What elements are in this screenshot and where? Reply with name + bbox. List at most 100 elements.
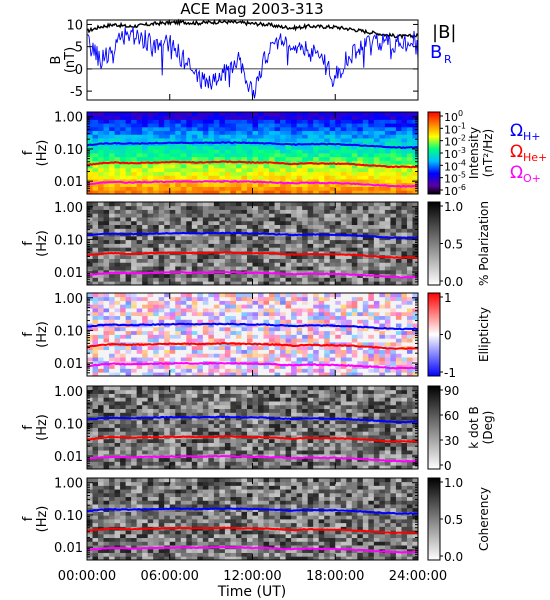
- spectrogram-cell: [147, 112, 154, 117]
- spectrogram-cell: [109, 277, 115, 282]
- spectrogram-cell: [169, 423, 176, 428]
- spectrogram-cell: [109, 224, 115, 229]
- spectrogram-cell: [274, 334, 281, 339]
- spectrogram-cell: [230, 461, 237, 466]
- spectrogram-cell: [175, 338, 182, 343]
- spectrogram-cell: [208, 386, 215, 391]
- spectrogram-cell: [219, 389, 226, 394]
- spectrogram-cell: [109, 138, 115, 143]
- spectrogram-cell: [302, 202, 309, 207]
- spectrogram-cell: [98, 145, 104, 150]
- spectrogram-cell: [285, 364, 292, 369]
- spectrogram-cell: [219, 311, 226, 317]
- spectrogram-cell: [291, 145, 298, 150]
- spectrogram-cell: [252, 277, 259, 282]
- spectrogram-cell: [252, 300, 259, 305]
- spectrogram-cell: [351, 368, 358, 373]
- spectrogram-cell: [92, 213, 99, 218]
- spectrogram-cell: [191, 190, 198, 195]
- spectrogram-cell: [131, 273, 138, 278]
- spectrogram-cell: [125, 164, 132, 169]
- spectrogram-cell: [246, 258, 253, 263]
- spectrogram-cell: [153, 277, 160, 282]
- spectrogram-cell: [224, 134, 231, 139]
- spectrogram-cell: [258, 258, 264, 263]
- spectrogram-cell: [230, 450, 237, 455]
- spectrogram-cell: [125, 372, 132, 377]
- spectrogram-cell: [114, 186, 121, 191]
- spectrogram-cell: [296, 126, 303, 132]
- spectrogram-cell: [269, 389, 275, 394]
- spectrogram-cell: [406, 175, 413, 180]
- y-axis-unit: (nT): [63, 47, 78, 73]
- spectrogram-cell: [274, 202, 281, 207]
- spectrogram-cell: [291, 175, 298, 180]
- spectrogram-cell: [186, 345, 193, 350]
- spectrogram-cell: [351, 164, 358, 169]
- spectrogram-cell: [208, 408, 215, 413]
- spectrogram-cell: [142, 175, 149, 180]
- spectrogram-cell: [291, 364, 298, 369]
- spectrogram-cell: [340, 304, 347, 309]
- spectrogram-cell: [296, 160, 303, 165]
- spectrogram-cell: [351, 258, 358, 263]
- spectrogram-cell: [302, 349, 309, 354]
- spectrogram-cell: [219, 393, 226, 398]
- spectrogram-cell: [263, 296, 270, 301]
- spectrogram-cell: [109, 311, 115, 317]
- spectrogram-cell: [208, 235, 215, 241]
- spectrogram-cell: [373, 338, 380, 343]
- spectrogram-cell: [202, 404, 209, 410]
- spectrogram-cell: [125, 130, 132, 135]
- spectrogram-cell: [147, 293, 154, 298]
- spectrogram-cell: [263, 326, 270, 332]
- spectrogram-cell: [280, 209, 286, 214]
- spectrogram-cell: [252, 149, 259, 154]
- spectrogram-cell: [351, 123, 358, 128]
- spectrogram-cell: [169, 401, 176, 406]
- spectrogram-cell: [98, 349, 104, 354]
- spectrogram-cell: [395, 119, 402, 124]
- spectrogram-cell: [346, 326, 353, 332]
- spectrogram-cell: [346, 273, 353, 278]
- spectrogram-cell: [258, 308, 264, 313]
- spectrogram-cell: [175, 182, 182, 187]
- spectrogram-cell: [191, 311, 198, 317]
- spectrogram-cell: [131, 431, 138, 436]
- spectrogram-cell: [329, 213, 336, 218]
- spectrogram-cell: [362, 293, 369, 298]
- spectrogram-cell: [269, 209, 275, 214]
- spectrogram-cell: [395, 349, 402, 354]
- spectrogram-cell: [384, 247, 391, 252]
- spectrogram-cell: [147, 123, 154, 128]
- spectrogram-cell: [219, 138, 226, 143]
- spectrogram-cell: [208, 296, 215, 301]
- spectrogram-cell: [406, 262, 413, 267]
- spectrogram-cell: [186, 175, 193, 180]
- spectrogram-cell: [346, 266, 353, 271]
- spectrogram-cell: [329, 338, 336, 343]
- spectrogram-cell: [230, 330, 237, 335]
- spectrogram-cell: [153, 431, 160, 436]
- spectrogram-cell: [235, 175, 242, 180]
- spectrogram-cell: [235, 134, 242, 139]
- spectrogram-cell: [235, 167, 242, 173]
- spectrogram-cell: [406, 182, 413, 187]
- spectrogram-cell: [296, 334, 303, 339]
- spectrogram-cell: [274, 235, 281, 241]
- spectrogram-cell: [147, 228, 154, 233]
- spectrogram-cell: [246, 156, 253, 161]
- spectrogram-cell: [92, 247, 99, 252]
- spectrogram-cell: [280, 171, 286, 176]
- spectrogram-cell: [169, 258, 176, 263]
- spectrogram-cell: [351, 175, 358, 180]
- spectrogram-cell: [114, 266, 121, 271]
- spectrogram-cell: [241, 123, 248, 128]
- spectrogram-cell: [412, 293, 419, 298]
- spectrogram-cell: [263, 450, 270, 455]
- spectrogram-cell: [109, 119, 115, 124]
- spectrogram-cell: [230, 345, 237, 350]
- spectrogram-cell: [412, 190, 419, 195]
- spectrogram-cell: [98, 224, 104, 229]
- spectrogram-cell: [329, 175, 336, 180]
